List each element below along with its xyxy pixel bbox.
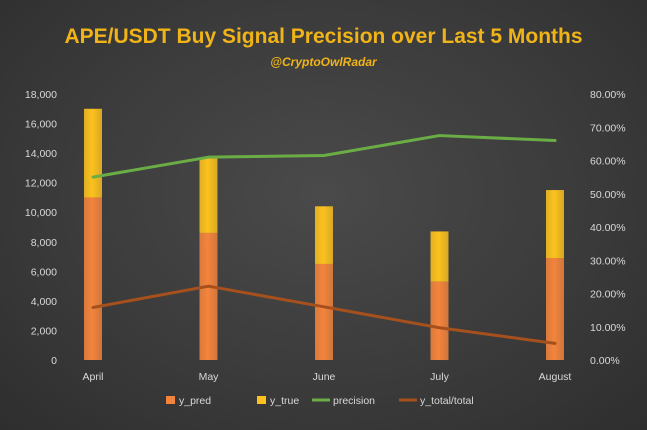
right-tick-label: 0.00% [590,355,620,367]
right-tick-label: 40.00% [590,222,626,234]
bar-y-true [546,190,564,259]
right-tick-label: 70.00% [590,122,626,134]
bar-y-true [84,108,102,198]
legend-label: y_true [270,395,299,407]
bar-y-pred [315,263,333,360]
left-axis: 0 2,000 4,000 6,000 8,000 10,000 12,000 14,000 1… [25,89,57,367]
line-precision [91,134,557,179]
legend-label: y_total/total [420,395,474,407]
x-axis: April May June July August [82,371,571,383]
lines-layer [91,134,557,345]
x-tick-label: June [313,371,336,383]
right-tick-label: 20.00% [590,289,626,301]
left-tick-label: 18,000 [25,89,57,101]
bar-y-pred [430,281,449,360]
bar-y-true [199,157,218,233]
left-tick-label: 6,000 [31,266,57,278]
legend-swatch [166,396,175,404]
x-tick-label: May [199,371,220,383]
x-tick-label: April [82,371,103,383]
right-tick-label: 30.00% [590,255,626,267]
right-tick-label: 50.00% [590,189,626,201]
bar-y-pred [199,232,218,360]
left-tick-label: 0 [51,355,57,367]
x-tick-label: July [430,371,449,383]
right-axis: 0.00% 10.00% 20.00% 30.00% 40.00% 50.00% 60.00… [590,89,626,367]
legend-label: y_pred [179,395,211,407]
left-tick-label: 16,000 [25,119,57,131]
chart-subtitle: @CryptoOwlRadar [270,55,378,69]
legend: y_pred y_true precision y_total/total [166,395,474,407]
bar-y-true [430,231,449,282]
bar-y-true [315,206,333,264]
right-tick-label: 60.00% [590,156,626,168]
left-tick-label: 14,000 [25,148,57,160]
left-tick-label: 10,000 [25,207,57,219]
bar-y-pred [84,197,102,360]
chart-title: APE/USDT Buy Signal Precision over Last … [64,25,582,48]
right-tick-label: 80.00% [590,89,626,101]
right-tick-label: 10.00% [590,322,626,334]
left-tick-label: 2,000 [31,325,57,337]
left-tick-label: 12,000 [25,178,57,190]
bar-y-pred [546,258,564,360]
left-tick-label: 4,000 [31,296,57,308]
left-tick-label: 8,000 [31,237,57,249]
line-y-total-total [91,284,557,345]
bars-layer [84,108,564,360]
x-tick-label: August [539,371,572,383]
legend-label: precision [333,395,375,407]
legend-swatch [257,396,266,404]
